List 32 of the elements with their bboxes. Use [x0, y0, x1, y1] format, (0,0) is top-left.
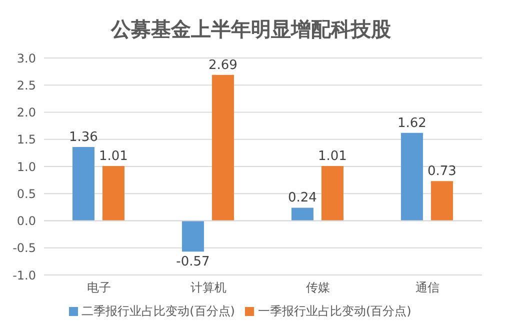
y-tick-label: 0.0 [16, 214, 36, 228]
bar [182, 220, 204, 252]
legend-label: 一季报行业占比变动(百分点) [258, 304, 412, 318]
data-label: 2.69 [208, 58, 238, 73]
bar [72, 146, 94, 221]
y-tick-label: 2.5 [16, 78, 36, 92]
bar [212, 74, 234, 221]
bar [400, 132, 423, 221]
y-tick-label: 2.0 [16, 106, 36, 120]
x-tick-label: 传媒 [306, 280, 330, 295]
x-tick-label: 电子 [86, 280, 111, 295]
bar [430, 181, 453, 221]
data-label: 1.01 [98, 148, 128, 164]
bar [291, 208, 314, 221]
data-label: 1.01 [318, 148, 347, 164]
data-label: 0.73 [427, 164, 456, 180]
data-label: -0.57 [176, 254, 210, 270]
y-tick-label: 0.5 [16, 186, 36, 201]
data-label: 1.62 [397, 116, 426, 131]
y-tick-label: -0.5 [12, 241, 36, 256]
y-tick-label: 1.0 [16, 160, 36, 174]
data-label: 1.36 [68, 130, 98, 145]
data-label: 0.24 [288, 190, 317, 206]
bar [102, 166, 124, 221]
x-tick-label: 通信 [415, 280, 440, 295]
y-tick-label: -1.0 [12, 268, 36, 282]
y-tick-label: 1.5 [16, 132, 36, 147]
legend-label: 二季报行业占比变动(百分点) [82, 304, 235, 318]
y-tick-label: 3.0 [16, 51, 36, 66]
x-tick-label: 计算机 [190, 280, 226, 295]
chart-title: 公募基金上半年明显增配科技股 [110, 16, 392, 43]
bar [321, 166, 344, 221]
